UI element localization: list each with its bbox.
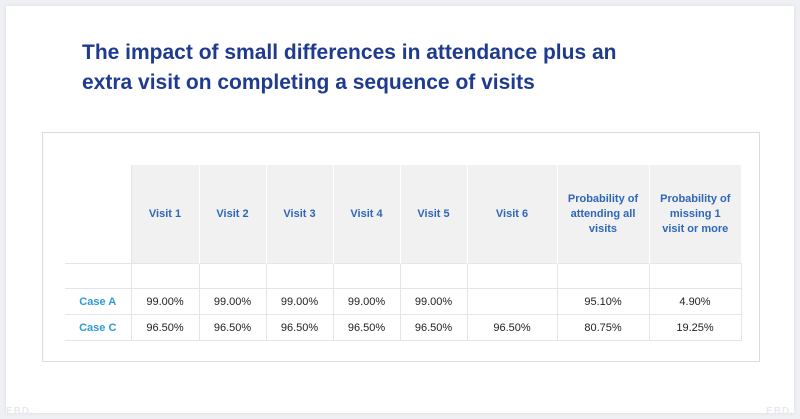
table-cell: 96.50% [467,314,558,341]
table-cell: 96.50% [131,314,200,341]
table-cell: 95.10% [557,288,650,315]
table-cell: 96.50% [266,314,334,341]
row-label: Case C [65,314,132,341]
watermark-right: EBD. [766,406,794,417]
slide: The impact of small differences in atten… [6,6,794,413]
table-cell: 99.00% [333,288,401,315]
table-cell [467,288,558,315]
header-visit-6: Visit 6 [467,165,558,264]
header-visit-3: Visit 3 [266,165,334,264]
header-visit-4: Visit 4 [333,165,401,264]
table-cell: 99.00% [199,288,267,315]
slide-title: The impact of small differences in atten… [82,38,722,98]
header-prob-miss: Probability of missing 1 visit or more [649,165,741,264]
attendance-table: Visit 1 Visit 2 Visit 3 Visit 4 Visit 5 … [65,165,742,341]
table-cell: 80.75% [557,314,650,341]
header-visit-1: Visit 1 [131,165,200,264]
header-prob-all: Probability of attending all visits [557,165,650,264]
header-row: Visit 1 Visit 2 Visit 3 Visit 4 Visit 5 … [65,165,741,264]
table-cell: 96.50% [333,314,401,341]
header-blank [65,165,132,264]
table-cell: 96.50% [199,314,267,341]
table-cell: 19.25% [649,314,742,341]
table-row: Case A 99.00% 99.00% 99.00% 99.00% 99.00… [65,288,742,315]
table-row: Case C 96.50% 96.50% 96.50% 96.50% 96.50… [65,314,742,341]
table-cell: 99.00% [400,288,468,315]
title-line-2: extra visit on completing a sequence of … [82,71,535,94]
table-cell: 96.50% [400,314,468,341]
watermark-left: EBD. [6,406,34,417]
title-line-1: The impact of small differences in atten… [82,41,617,64]
row-label: Case A [65,288,132,315]
table-frame: Visit 1 Visit 2 Visit 3 Visit 4 Visit 5 … [42,132,760,362]
header-visit-5: Visit 5 [400,165,468,264]
table-cell: 99.00% [266,288,334,315]
table-cell: 4.90% [649,288,742,315]
spacer-row [65,263,742,289]
table-cell: 99.00% [131,288,200,315]
header-visit-2: Visit 2 [199,165,267,264]
